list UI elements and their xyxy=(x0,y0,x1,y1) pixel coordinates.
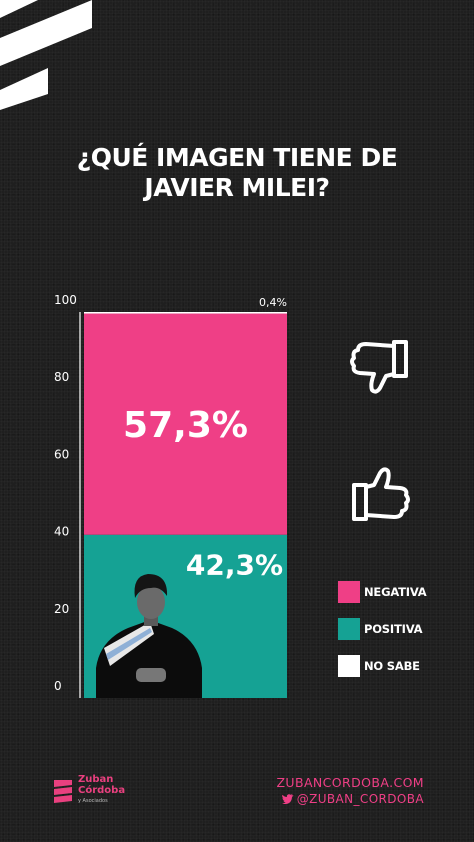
twitter-handle: @ZUBAN_CORDOBA xyxy=(296,792,424,806)
bar-segment-negativa xyxy=(84,313,287,535)
legend-swatch xyxy=(338,655,360,677)
website-link[interactable]: ZUBANCORDOBA.COM xyxy=(276,775,424,790)
portrait-icon xyxy=(96,574,202,698)
legend-item-negativa: NEGATIVA xyxy=(338,580,427,604)
legend-label: NEGATIVA xyxy=(364,585,427,599)
legend-item-no-sabe: NO SABE xyxy=(338,654,426,678)
y-tick-label: 20 xyxy=(54,602,69,616)
y-tick-label: 80 xyxy=(54,370,69,384)
brand-name-line-1: Zuban xyxy=(78,774,114,785)
legend: NEGATIVA POSITIVA NO SABE xyxy=(338,580,427,691)
y-tick-label: 100 xyxy=(54,293,77,307)
brand-logo: Zuban Córdoba y Asociados xyxy=(52,774,125,807)
brand-name-line-2: Córdoba xyxy=(78,785,126,796)
brand-mark-icon xyxy=(54,779,72,803)
data-label: 57,3% xyxy=(123,405,248,446)
thumbs-down-icon xyxy=(350,340,408,394)
title-line-1: ¿QUÉ IMAGEN TIENE DE xyxy=(76,143,398,172)
legend-swatch xyxy=(338,618,360,640)
thumbs-up-icon xyxy=(352,467,410,521)
data-label: 0,4% xyxy=(259,296,287,309)
footer-contact: ZUBANCORDOBA.COM @ZUBAN_CORDOBA xyxy=(276,775,424,807)
legend-swatch xyxy=(338,581,360,603)
legend-item-positiva: POSITIVA xyxy=(338,617,426,641)
data-label: 42,3% xyxy=(186,549,283,582)
chart-title: ¿QUÉ IMAGEN TIENE DE JAVIER MILEI? xyxy=(0,143,474,203)
legend-label: POSITIVA xyxy=(364,622,423,636)
twitter-bird-icon xyxy=(281,794,294,804)
y-tick-label: 0 xyxy=(54,679,62,693)
title-line-2: JAVIER MILEI? xyxy=(144,173,330,202)
brand-tagline: y Asociados xyxy=(78,798,108,804)
legend-label: NO SABE xyxy=(364,659,420,673)
y-tick-label: 40 xyxy=(54,525,69,539)
y-tick-label: 60 xyxy=(54,447,69,461)
twitter-link[interactable]: @ZUBAN_CORDOBA xyxy=(276,791,424,807)
corner-stripes-decoration xyxy=(0,0,92,110)
bar-segment-no-sabe xyxy=(84,312,287,314)
